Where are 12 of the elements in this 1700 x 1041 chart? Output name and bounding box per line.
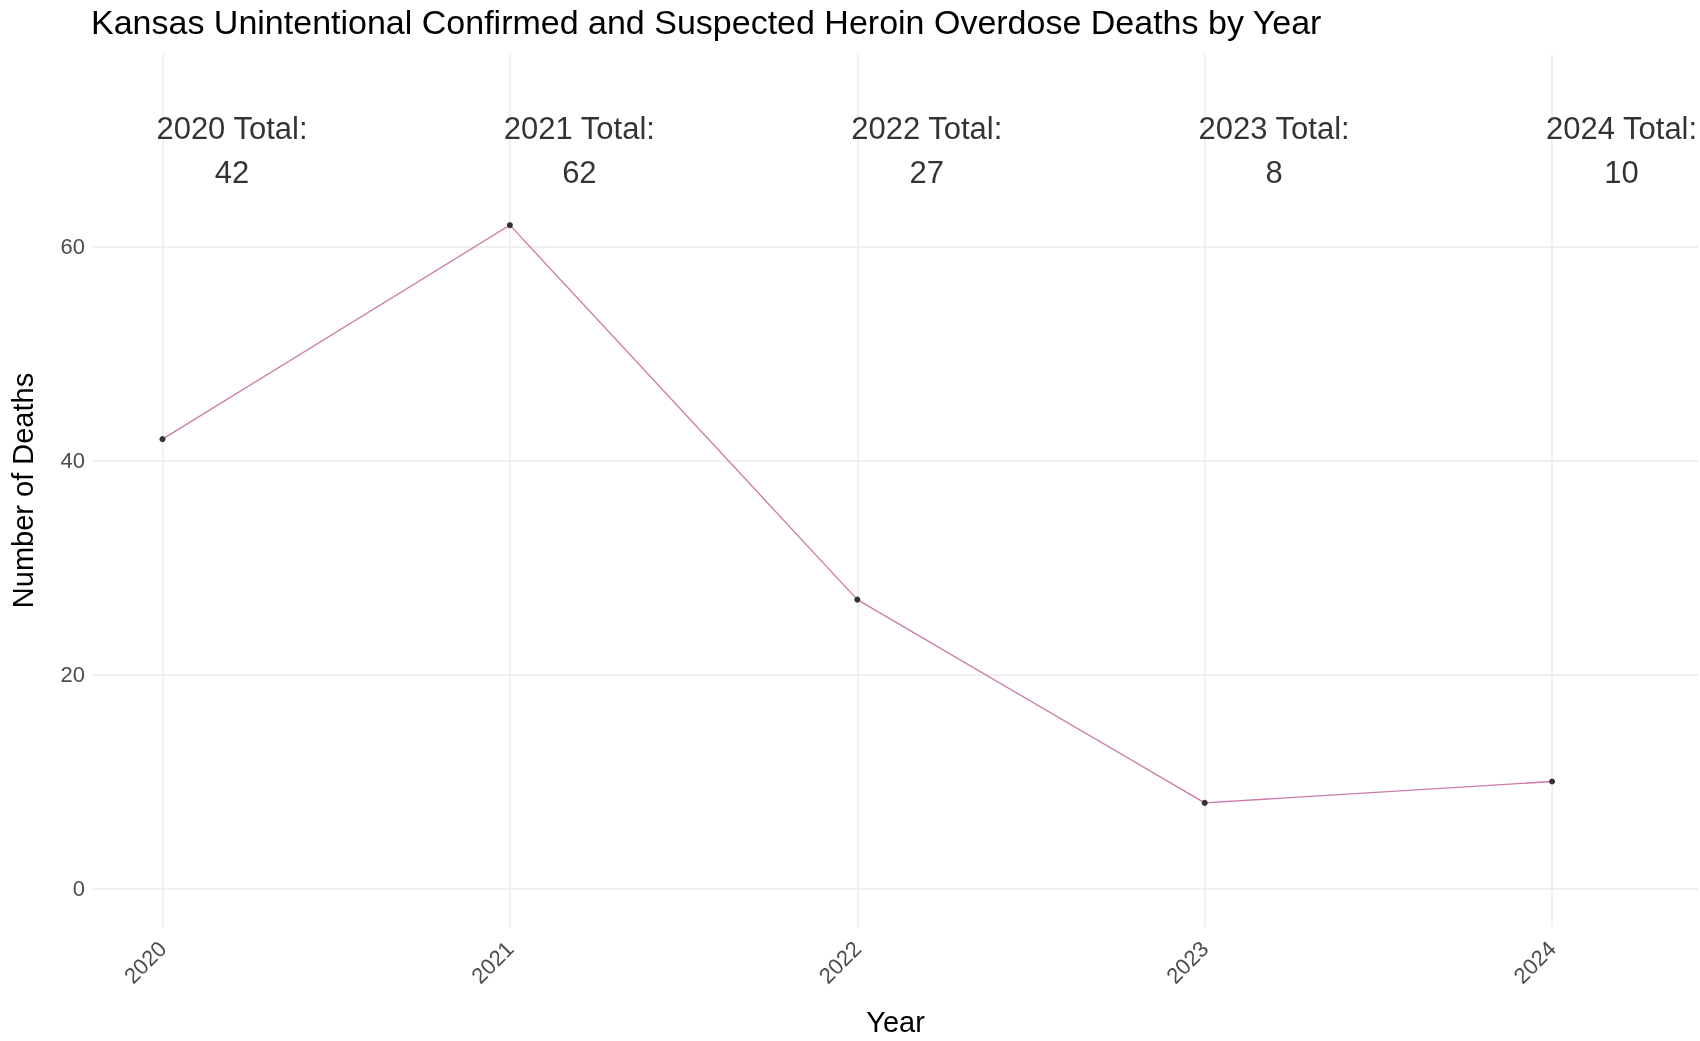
- annotation: 2023 Total: 8: [1198, 110, 1350, 190]
- y-tick-label: 0: [72, 875, 85, 901]
- y-axis-title: Number of Deaths: [6, 372, 39, 609]
- chart-title: Kansas Unintentional Confirmed and Suspected Heroin Overdose Deaths by Year: [91, 3, 1322, 41]
- annotation: 2021 Total: 62: [503, 110, 655, 190]
- annotation: 2020 Total: 42: [156, 110, 308, 190]
- x-axis-title: Year: [866, 1005, 926, 1038]
- y-tick-label: 20: [60, 662, 85, 688]
- annotation: 2024 Total: 10: [1546, 110, 1698, 190]
- y-tick-label: 60: [60, 234, 85, 260]
- y-tick-label: 40: [60, 448, 85, 474]
- annotation: 2022 Total: 27: [851, 110, 1003, 190]
